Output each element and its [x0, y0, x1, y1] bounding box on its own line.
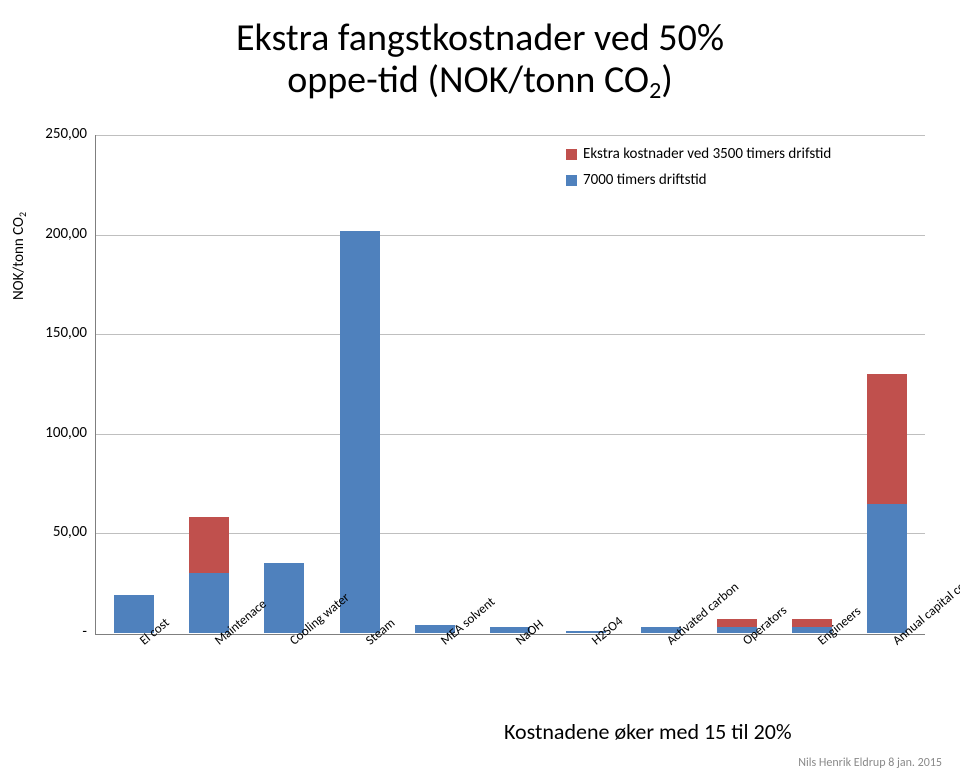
x-label-slot: Annual capital cost	[866, 637, 906, 727]
caption: Kostnadene øker med 15 til 20%	[504, 718, 792, 745]
bar-stack	[340, 231, 380, 633]
bar	[867, 374, 907, 633]
y-tick-label: 150,00	[27, 326, 87, 341]
legend-label: Ekstra kostnader ved 3500 timers drifsti…	[583, 145, 831, 165]
legend-item: Ekstra kostnader ved 3500 timers drifsti…	[566, 145, 831, 165]
title-line1: Ekstra fangstkostnader ved 50%	[236, 15, 724, 61]
plot: Ekstra kostnader ved 3500 timers drifsti…	[95, 135, 925, 635]
title-line2-post: )	[661, 57, 673, 103]
y-tick-label: -	[27, 625, 87, 640]
bar	[264, 563, 304, 633]
bar-segment-extra	[717, 619, 757, 627]
x-label-slot: MEA solvent	[414, 637, 454, 727]
bar-segment-extra	[792, 619, 832, 627]
bar	[340, 231, 380, 633]
bar-stack	[867, 374, 907, 633]
y-axis-label: NOK/tonn CO2	[10, 212, 28, 300]
y-tick-label: 250,00	[27, 127, 87, 142]
x-label-slot: Steam	[339, 637, 379, 727]
bar-segment-base	[867, 504, 907, 633]
bar-segment-base	[264, 563, 304, 633]
x-labels: El cost Maintenace Cooling water Steam MEA s…	[95, 637, 924, 727]
x-label-slot: El cost	[113, 637, 153, 727]
bar-segment-extra	[867, 374, 907, 503]
bar-segment-extra	[189, 517, 229, 573]
y-tick-label: 200,00	[27, 227, 87, 242]
bars	[96, 135, 925, 633]
x-label-slot: Maintenace	[188, 637, 228, 727]
chart-area: Ekstra kostnader ved 3500 timers drifsti…	[95, 135, 925, 635]
y-axis-label-pre: NOK/tonn CO	[10, 217, 28, 300]
legend-label: 7000 timers driftstid	[583, 171, 707, 191]
bar-segment-base	[340, 231, 380, 633]
legend: Ekstra kostnader ved 3500 timers drifsti…	[566, 145, 831, 196]
x-label-slot: Engineers	[791, 637, 831, 727]
legend-swatch	[566, 149, 577, 160]
bar-stack	[189, 517, 229, 633]
slide: Ekstra fangstkostnader ved 50% oppe-tid …	[0, 0, 960, 778]
x-label-slot: Activated carbon	[640, 637, 680, 727]
title-line2-sub: 2	[649, 76, 661, 105]
y-tick-label: 50,00	[27, 525, 87, 540]
x-label-slot: H2SO4	[565, 637, 605, 727]
legend-item: 7000 timers driftstid	[566, 171, 831, 191]
x-label-slot: Cooling water	[263, 637, 303, 727]
bar-segment-base	[189, 573, 229, 633]
y-axis-label-sub: 2	[16, 212, 29, 217]
footer: Nils Henrik Eldrup 8 jan. 2015	[798, 756, 942, 770]
bar-stack	[264, 563, 304, 633]
title-line2-pre: oppe-tid (NOK/tonn CO	[287, 57, 649, 103]
slide-title: Ekstra fangstkostnader ved 50% oppe-tid …	[0, 0, 960, 102]
y-tick-label: 100,00	[27, 426, 87, 441]
legend-swatch	[566, 175, 577, 186]
x-label-slot: NaOH	[489, 637, 529, 727]
bar	[189, 517, 229, 633]
x-label-slot: Operators	[716, 637, 756, 727]
